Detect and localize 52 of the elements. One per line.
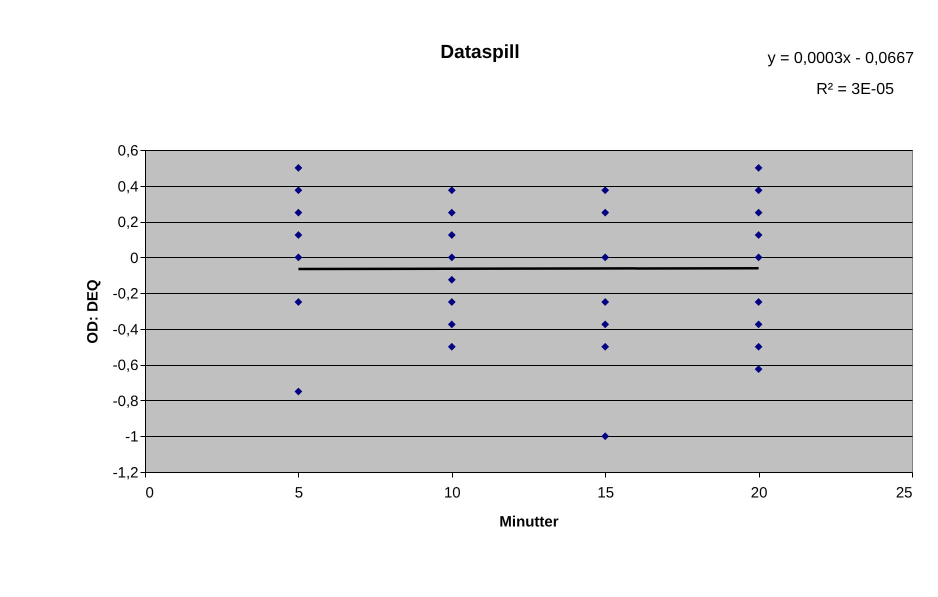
x-tick-label: 15	[597, 484, 614, 502]
point	[754, 208, 762, 216]
y-tick-label: -1,2	[112, 464, 138, 482]
y-tick-label: 0,6	[118, 142, 138, 160]
point	[754, 320, 762, 328]
y-tick-label: -1	[125, 428, 138, 446]
y-tick-label: -0,6	[112, 357, 138, 374]
point	[448, 186, 456, 194]
point	[601, 432, 610, 440]
y-tick-label: -0,4	[112, 321, 138, 338]
x-tick-label: 20	[750, 484, 768, 502]
point	[601, 342, 610, 351]
point	[294, 298, 302, 306]
point	[601, 253, 610, 262]
point	[294, 231, 302, 239]
point	[448, 276, 456, 284]
point	[754, 231, 762, 239]
point	[294, 186, 302, 194]
point	[754, 342, 762, 351]
point	[601, 320, 610, 328]
point	[448, 320, 456, 328]
point	[601, 208, 610, 216]
point	[754, 164, 762, 172]
x-tick-label: 10	[444, 484, 461, 502]
y-axis-title: OD: DEQ	[84, 279, 102, 344]
point	[294, 253, 302, 262]
point	[754, 253, 762, 262]
point	[294, 208, 302, 216]
x-tick-label: 5	[294, 484, 304, 502]
point	[754, 365, 762, 374]
point	[294, 164, 302, 172]
y-tick-label: -0,2	[112, 286, 138, 303]
y-tick-label: -0,8	[112, 392, 138, 410]
point	[448, 231, 456, 239]
text: y = 0,0003x - 0,0667	[768, 50, 914, 67]
x-tick-label: 0	[146, 484, 154, 502]
point	[448, 208, 456, 216]
x-tick-label: 25	[896, 484, 912, 502]
y-tick-label: 0,4	[118, 178, 138, 196]
chart-title: Dataspill	[440, 42, 520, 63]
point	[448, 342, 456, 351]
point	[601, 186, 610, 194]
y-tick-label: 0,2	[118, 214, 138, 232]
x-axis-title: Minutter	[499, 514, 559, 530]
point	[448, 253, 456, 262]
point	[754, 298, 762, 306]
point	[754, 186, 762, 194]
point	[601, 298, 610, 306]
y-tick-label: 0	[130, 250, 138, 267]
point	[294, 388, 302, 396]
text: R² = 3E-05	[816, 81, 894, 98]
point	[448, 298, 456, 306]
